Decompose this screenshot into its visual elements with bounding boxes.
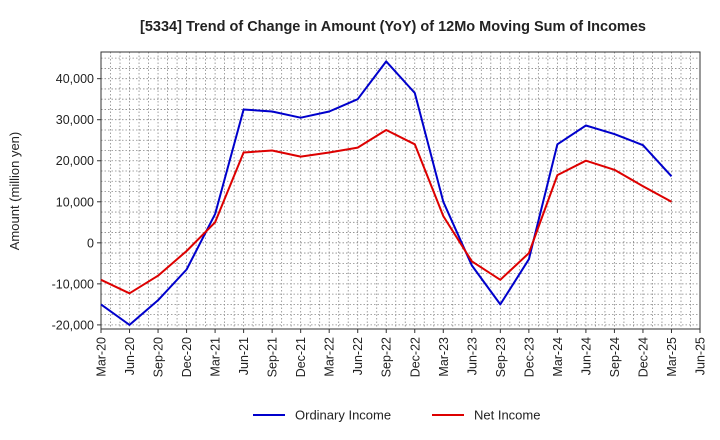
x-tick-label: Dec-20 bbox=[180, 337, 194, 377]
x-tick-label: Mar-20 bbox=[95, 337, 109, 377]
y-tick-label: 20,000 bbox=[56, 154, 94, 168]
x-tick-label: Jun-21 bbox=[237, 337, 251, 375]
legend-label: Ordinary Income bbox=[295, 408, 391, 423]
x-tick-label: Mar-23 bbox=[437, 337, 451, 377]
x-tick-label: Jun-24 bbox=[579, 337, 593, 375]
x-tick-label: Jun-23 bbox=[465, 337, 479, 375]
x-tick-label: Mar-25 bbox=[665, 337, 679, 377]
x-tick-label: Dec-22 bbox=[408, 337, 422, 377]
legend-label: Net Income bbox=[474, 408, 540, 423]
x-tick-label: Mar-24 bbox=[551, 337, 565, 377]
x-tick-label: Dec-23 bbox=[522, 337, 536, 377]
x-tick-label: Mar-22 bbox=[323, 337, 337, 377]
y-tick-label: 10,000 bbox=[56, 195, 94, 209]
x-tick-label: Jun-25 bbox=[694, 337, 708, 375]
y-tick-label: 40,000 bbox=[56, 72, 94, 86]
x-tick-label: Sep-23 bbox=[494, 337, 508, 377]
y-tick-label: -20,000 bbox=[52, 318, 94, 332]
x-tick-label: Jun-22 bbox=[351, 337, 365, 375]
x-tick-label: Mar-21 bbox=[209, 337, 223, 377]
y-axis: -20,000 -10,000 0 10,000 20,000 30,000 40,000 bbox=[52, 72, 101, 332]
x-tick-label: Sep-21 bbox=[266, 337, 280, 377]
y-tick-label: 30,000 bbox=[56, 113, 94, 127]
series-line-net-income bbox=[100, 129, 672, 295]
grid-lines bbox=[100, 52, 701, 329]
x-axis: Mar-20 Jun-20 Sep-20 Dec-20 Mar-21 Jun-21 Sep-… bbox=[95, 329, 708, 377]
x-tick-label: Jun-20 bbox=[123, 337, 137, 375]
y-axis-label: Amount (million yen) bbox=[7, 132, 22, 251]
x-tick-label: Dec-24 bbox=[636, 337, 650, 377]
y-tick-label: -10,000 bbox=[52, 277, 94, 291]
series-lines bbox=[100, 60, 673, 326]
x-tick-label: Dec-21 bbox=[294, 337, 308, 377]
plot-frame bbox=[100, 51, 701, 330]
x-tick-label: Sep-24 bbox=[608, 337, 622, 377]
x-tick-label: Sep-22 bbox=[380, 337, 394, 377]
x-tick-label: Sep-20 bbox=[152, 337, 166, 377]
chart-title: [5334] Trend of Change in Amount (YoY) o… bbox=[140, 19, 646, 35]
y-tick-label: 0 bbox=[87, 236, 94, 250]
legend: Ordinary Income Net Income bbox=[253, 408, 540, 423]
series-line-ordinary-income bbox=[100, 60, 673, 326]
